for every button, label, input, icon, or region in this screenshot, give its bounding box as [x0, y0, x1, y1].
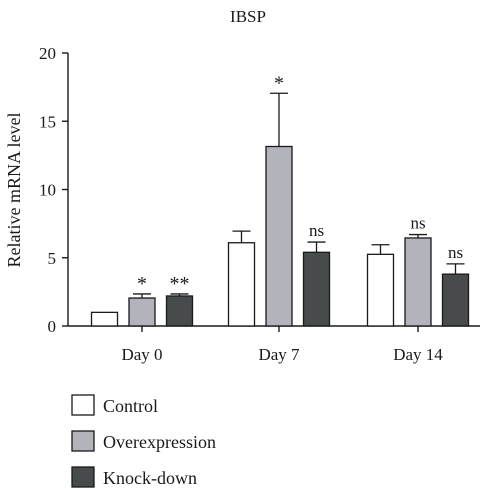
significance-label: * — [274, 72, 284, 94]
significance-label: * — [137, 273, 147, 295]
legend-label-control: Control — [103, 396, 158, 416]
bar-control — [227, 242, 256, 327]
x-tick-label: Day 7 — [258, 345, 300, 364]
bar-overexpression — [265, 145, 293, 327]
legend-swatch-control — [71, 394, 95, 416]
legend-swatch-overexpression — [71, 430, 95, 452]
significance-label: ** — [170, 273, 190, 295]
bar-overexpression — [404, 237, 432, 327]
significance-label: ns — [309, 221, 324, 240]
y-axis-label: Relative mRNA level — [4, 113, 24, 268]
bar-knock-down — [441, 273, 470, 327]
significance-label: ns — [448, 243, 463, 262]
y-tick-label: 10 — [39, 181, 56, 200]
significance-label: ns — [410, 214, 425, 233]
bar-knock-down — [302, 251, 331, 327]
chart-title: IBSP — [230, 7, 266, 26]
x-tick-label: Day 14 — [393, 345, 443, 364]
legend-label-overexpression: Overexpression — [103, 432, 216, 452]
bar-control — [366, 253, 395, 327]
y-tick-label: 15 — [39, 112, 56, 131]
bar-knock-down — [165, 295, 194, 327]
y-tick-label: 0 — [48, 317, 57, 336]
y-tick-label: 20 — [39, 44, 56, 63]
x-tick-label: Day 0 — [121, 345, 162, 364]
bar-overexpression — [128, 297, 156, 327]
bar-control — [90, 311, 119, 327]
legend: Control Overexpression Knock-down — [71, 394, 216, 488]
legend-swatch-knock-down — [71, 466, 95, 488]
y-tick-label: 5 — [48, 249, 57, 268]
legend-label-knock-down: Knock-down — [103, 468, 197, 488]
